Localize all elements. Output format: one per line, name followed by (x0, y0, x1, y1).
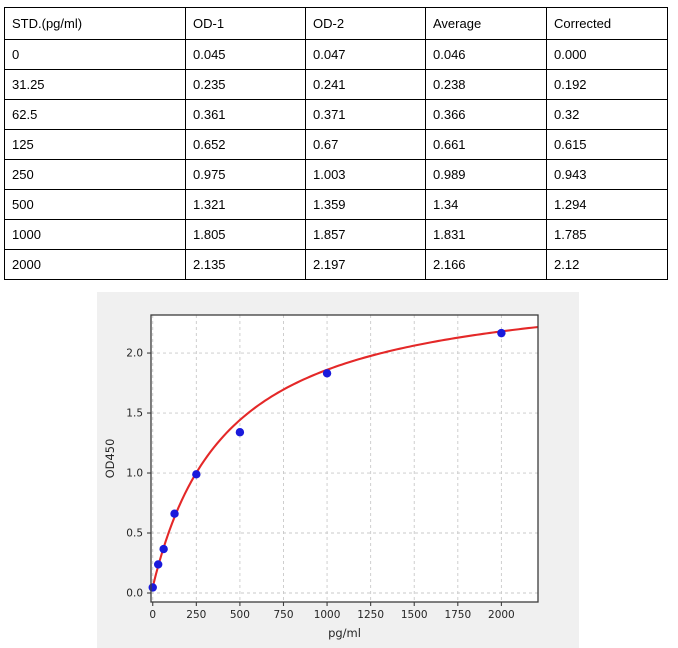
table-row: 2000 2.135 2.197 2.166 2.12 (4, 249, 668, 280)
table-cell: 0.045 (185, 39, 306, 70)
table-cell: 0.615 (546, 129, 668, 160)
table-cell: 0.238 (425, 69, 547, 100)
table-cell: 1.359 (305, 189, 426, 220)
table-cell: 1.805 (185, 219, 306, 250)
table-row: 250 0.975 1.003 0.989 0.943 (4, 159, 668, 190)
data-point (170, 509, 179, 518)
col-header-std: STD.(pg/ml) (4, 7, 186, 40)
fit-curve (151, 325, 538, 588)
table-cell: 1.831 (425, 219, 547, 250)
table-cell: 250 (4, 159, 186, 190)
standard-curve-chart: 0 250 500 750 1000 1250 1500 1750 2000 0.0 0.5 1.0 1… (97, 292, 579, 648)
table-cell: 0.366 (425, 99, 547, 130)
table-cell: 1.321 (185, 189, 306, 220)
col-header-od2: OD-2 (305, 7, 426, 40)
x-tick-label: 250 (186, 609, 206, 621)
x-tick-label: 2000 (488, 609, 515, 621)
table-cell: 0.046 (425, 39, 547, 70)
x-tick-label: 750 (273, 609, 293, 621)
x-tick-label: 1250 (357, 609, 384, 621)
table-cell: 0.241 (305, 69, 426, 100)
col-header-average: Average (425, 7, 547, 40)
data-point (322, 369, 332, 378)
table-cell: 1.003 (305, 159, 426, 190)
axes-spines (150, 314, 539, 603)
table-cell: 0.235 (185, 69, 306, 100)
table-cell: 2.135 (185, 249, 306, 280)
y-tick-label: 1.0 (126, 468, 143, 480)
data-point (497, 328, 506, 338)
plot-area (151, 315, 538, 602)
table-cell: 31.25 (4, 69, 186, 100)
y-tick-label: 2.0 (126, 348, 143, 360)
data-point (159, 544, 168, 554)
table-row: 31.25 0.235 0.241 0.238 0.192 (4, 69, 668, 100)
data-point (192, 470, 201, 479)
table-cell: 0.652 (185, 129, 306, 160)
data-point (153, 560, 163, 569)
table-cell: 1.857 (305, 219, 426, 250)
col-header-corrected: Corrected (546, 7, 668, 40)
table-cell: 62.5 (4, 99, 186, 130)
table-cell: 1.785 (546, 219, 668, 250)
table-row: 1000 1.805 1.857 1.831 1.785 (4, 219, 668, 250)
x-tick-label: 0 (149, 609, 156, 621)
table-row: 62.5 0.361 0.371 0.366 0.32 (4, 99, 668, 130)
table-cell: 0.989 (425, 159, 547, 190)
table-cell: 125 (4, 129, 186, 160)
col-header-od1: OD-1 (185, 7, 306, 40)
table-cell: 1.34 (425, 189, 547, 220)
table-cell: 0.192 (546, 69, 668, 100)
table-cell: 2.166 (425, 249, 547, 280)
standards-table: STD.(pg/ml) OD-1 OD-2 Average Corrected … (4, 7, 668, 280)
table-cell: 500 (4, 189, 186, 220)
table-row: 125 0.652 0.67 0.661 0.615 (4, 129, 668, 160)
table-cell: 1000 (4, 219, 186, 250)
table-cell: 0.975 (185, 159, 306, 190)
table-cell: 1.294 (546, 189, 668, 220)
x-tick-label: 1500 (401, 609, 428, 621)
table-cell: 2000 (4, 249, 186, 280)
y-tick-label: 0.0 (126, 588, 143, 600)
y-tick-label: 0.5 (126, 528, 143, 540)
standard-curve-figure: 0 250 500 750 1000 1250 1500 1750 2000 0.0 0.5 1.0 1… (97, 292, 579, 648)
table-cell: 0.361 (185, 99, 306, 130)
x-tick-label: 1000 (314, 609, 341, 621)
x-axis-label: pg/ml (328, 626, 361, 640)
table-cell: 0 (4, 39, 186, 70)
table-row: 0 0.045 0.047 0.046 0.000 (4, 39, 668, 70)
data-point (235, 428, 245, 437)
table-cell: 0.047 (305, 39, 426, 70)
table-cell: 0.000 (546, 39, 668, 70)
table-cell: 0.67 (305, 129, 426, 160)
table-row: 500 1.321 1.359 1.34 1.294 (4, 189, 668, 220)
table-cell: 0.32 (546, 99, 668, 130)
table-cell: 2.12 (546, 249, 668, 280)
x-tick-label: 1750 (444, 609, 471, 621)
table-cell: 0.371 (305, 99, 426, 130)
table-body: 0 0.045 0.047 0.046 0.000 31.25 0.235 0.241 0.23… (4, 39, 668, 280)
y-axis-label: OD450 (103, 439, 117, 479)
x-tick-label: 500 (230, 609, 250, 621)
table-header-row: STD.(pg/ml) OD-1 OD-2 Average Corrected (4, 7, 668, 40)
table-cell: 0.943 (546, 159, 668, 190)
data-point (148, 583, 157, 592)
y-tick-label: 1.5 (126, 408, 143, 420)
table-cell: 0.661 (425, 129, 547, 160)
table-cell: 2.197 (305, 249, 426, 280)
